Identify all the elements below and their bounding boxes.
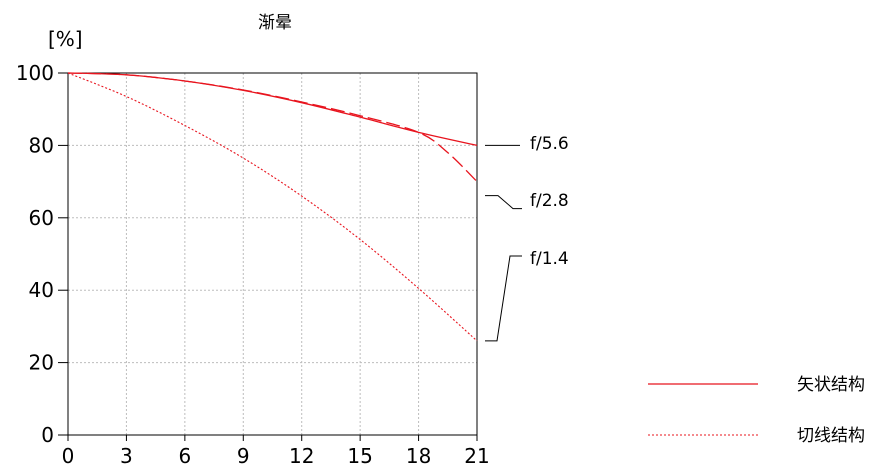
y-tick-label: 0 (41, 423, 54, 447)
plot-grid (68, 73, 477, 435)
y-tick-label: 40 (29, 278, 54, 302)
y-tick-label: 20 (29, 351, 54, 375)
y-tick-label: 100 (16, 61, 54, 85)
x-axis-ticks: 0 3 6 9 12 15 18 21 (62, 435, 490, 468)
series-line-f14 (67, 72, 478, 342)
series-label-f14: f/1.4 (485, 249, 569, 342)
series-label-f28: f/2.8 (485, 191, 569, 211)
plot-series (67, 72, 478, 342)
x-tick-label: 15 (347, 444, 372, 468)
legend-label-tangential: 切线结构 (797, 426, 865, 446)
series-label-text-f14: f/1.4 (530, 249, 569, 269)
leader-line-f14 (485, 255, 522, 342)
series-line-f28 (67, 72, 478, 183)
series-label-f56: f/5.6 (485, 134, 569, 154)
leader-line-f28 (485, 195, 522, 210)
x-tick-label: 6 (178, 444, 191, 468)
y-tick-label: 80 (29, 133, 54, 157)
series-label-text-f28: f/2.8 (530, 191, 569, 211)
legend-label-sagittal: 矢状结构 (797, 375, 865, 395)
y-axis-unit: [%] (48, 27, 83, 51)
series-line-f56 (67, 72, 478, 147)
legend: 矢状结构 切线结构 (648, 375, 865, 446)
x-tick-label: 21 (464, 444, 489, 468)
y-axis-ticks: 0 20 40 60 80 100 (16, 61, 68, 447)
plot-frame (67, 72, 478, 436)
x-tick-label: 0 (62, 444, 75, 468)
series-label-text-f56: f/5.6 (530, 134, 569, 154)
x-tick-label: 9 (237, 444, 250, 468)
x-tick-label: 12 (289, 444, 314, 468)
chart-title: 渐晕 (258, 13, 292, 33)
y-tick-label: 60 (29, 206, 54, 230)
x-tick-label: 18 (406, 444, 431, 468)
x-tick-label: 3 (120, 444, 133, 468)
